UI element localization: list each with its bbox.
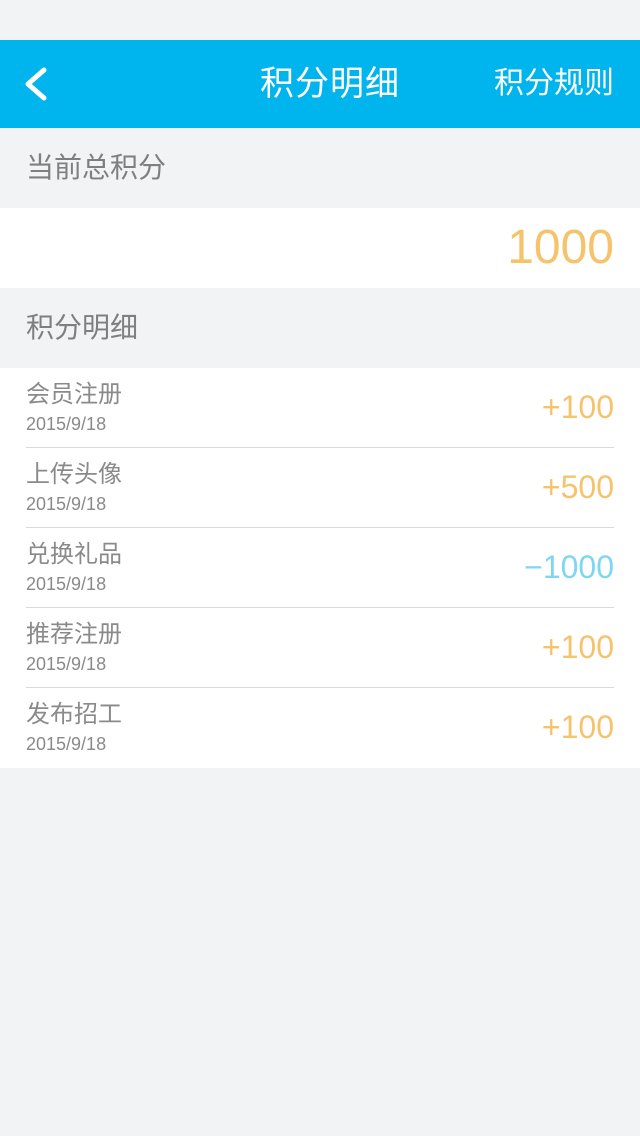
- list-item: 推荐注册 2015/9/18 +100: [26, 608, 614, 688]
- item-name: 推荐注册: [26, 620, 122, 648]
- item-points: +100: [541, 389, 614, 425]
- chevron-left-icon: [25, 67, 47, 101]
- points-detail-list: 会员注册 2015/9/18 +100 上传头像 2015/9/18 +500 …: [0, 368, 640, 768]
- item-date: 2015/9/18: [26, 414, 107, 434]
- points-detail-label: 积分明细: [26, 311, 139, 344]
- list-item: 发布招工 2015/9/18 +100: [26, 688, 614, 768]
- item-points: −1000: [524, 549, 614, 585]
- total-points-box: 1000: [0, 208, 640, 288]
- points-rules-button[interactable]: 积分规则: [494, 66, 614, 101]
- item-points: +500: [541, 469, 614, 505]
- item-date: 2015/9/18: [26, 654, 107, 674]
- list-item: 会员注册 2015/9/18 +100: [26, 368, 614, 448]
- page-title: 积分明细: [260, 64, 400, 104]
- item-points: +100: [541, 629, 614, 665]
- item-date: 2015/9/18: [26, 734, 107, 754]
- item-name: 会员注册: [26, 380, 122, 408]
- back-button[interactable]: [14, 54, 62, 114]
- nav-bar: 积分明细 积分规则: [0, 40, 640, 128]
- item-name: 上传头像: [26, 460, 122, 488]
- item-name: 发布招工: [26, 700, 122, 728]
- list-item: 上传头像 2015/9/18 +500: [26, 448, 614, 528]
- total-points-value: 1000: [507, 221, 614, 274]
- item-points: +100: [541, 709, 614, 745]
- total-points-label: 当前总积分: [26, 151, 167, 184]
- status-bar: [0, 0, 640, 40]
- item-date: 2015/9/18: [26, 494, 107, 514]
- item-date: 2015/9/18: [26, 574, 107, 594]
- list-item: 兑换礼品 2015/9/18 −1000: [26, 528, 614, 608]
- item-name: 兑换礼品: [26, 540, 122, 568]
